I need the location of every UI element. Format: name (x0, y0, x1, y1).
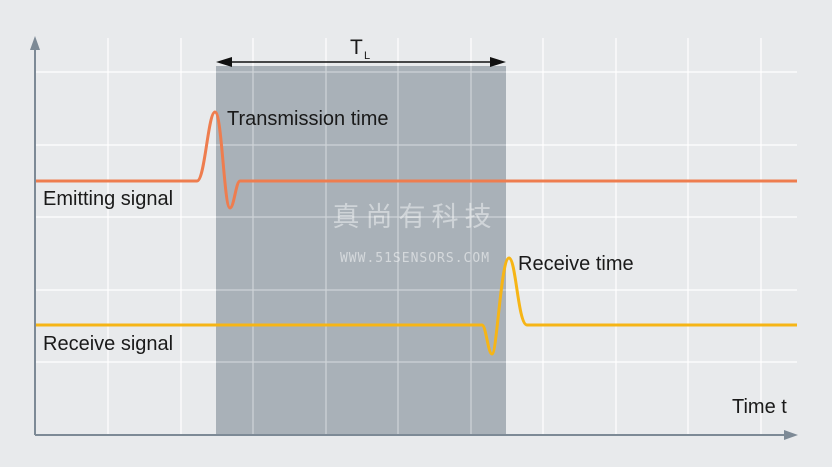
axes (34, 48, 788, 436)
emitting-signal-label: Emitting signal (43, 188, 173, 210)
y-axis-arrow-icon (30, 36, 40, 50)
tl-arrow-left-icon (216, 57, 232, 67)
grid-over-shading (216, 66, 506, 435)
tl-arrow-right-icon (490, 57, 506, 67)
transmission-time-label: Transmission time (227, 108, 389, 130)
watermark-text: 真尚有科技 (333, 202, 498, 232)
x-axis-arrow-icon (784, 430, 798, 440)
tl-label: T (350, 36, 363, 59)
emitting-signal-trace (36, 110, 797, 210)
receive-signal-label: Receive signal (43, 333, 173, 355)
receive-signal-trace (36, 256, 797, 356)
time-axis-label: Time t (732, 396, 787, 418)
tl-label-subscript: L (364, 50, 370, 62)
watermark-url: WWW.51SENSORS.COM (340, 251, 490, 266)
receive-time-label: Receive time (518, 253, 634, 275)
transit-interval-shading (216, 66, 506, 435)
